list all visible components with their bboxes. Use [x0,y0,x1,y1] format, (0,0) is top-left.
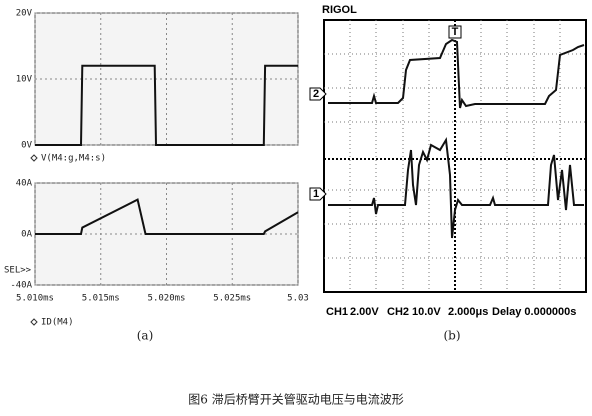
x-tick-label: 5.020ms [148,294,186,304]
legend-label: V(M4:g,M4:s) [41,154,106,164]
scope-setting: CH1 [326,306,348,318]
channel-marker: 1 [313,188,319,200]
y-tick-label: 0V [21,141,32,151]
scope-axes [324,20,586,292]
ch1-waveform [328,136,584,239]
scope-setting: 10.0V [412,306,441,318]
scope-brand: RIGOL [322,4,357,16]
scope-setting: 2.00V [350,306,379,318]
series-line [35,198,299,235]
scope-setting: CH2 [387,306,409,318]
y-tick-label: 40A [16,179,33,189]
y-tick-label: 20V [16,9,33,19]
x-tick-label: 5.010ms [16,294,54,304]
panel-caption: (b) [443,329,460,343]
ch2-waveform [328,38,585,109]
trigger-marker-box [448,25,462,39]
x-tick-label: 5.03 [287,294,309,304]
y-tick-label: 0A [21,230,32,240]
scope-setting: 2.000μs [448,306,488,318]
scope-settings: CH1 2.00V CH2 10.0V 2.000μs Delay 0.000000s [326,306,576,318]
annotation: SEL>> [4,266,32,276]
legend-symbol [30,318,38,326]
channel-marker: 2 [313,88,319,100]
x-tick-label: 5.015ms [82,294,120,304]
trigger-marker: T [452,26,459,38]
legend-symbol [30,154,38,162]
y-tick-label: 10V [16,75,33,85]
channel-marker-shape [309,87,327,101]
figure-caption: 图6 滞后桥臂开关管驱动电压与电流波形 [188,392,403,407]
channel-marker-shape [309,187,327,201]
legend-label: ID(M4) [41,318,74,328]
series-line [35,64,298,146]
x-tick-label: 5.025ms [213,294,251,304]
scope-setting: Delay 0.000000s [492,306,576,318]
panel-caption: (a) [137,329,154,343]
y-tick-label: -40A [10,281,32,291]
